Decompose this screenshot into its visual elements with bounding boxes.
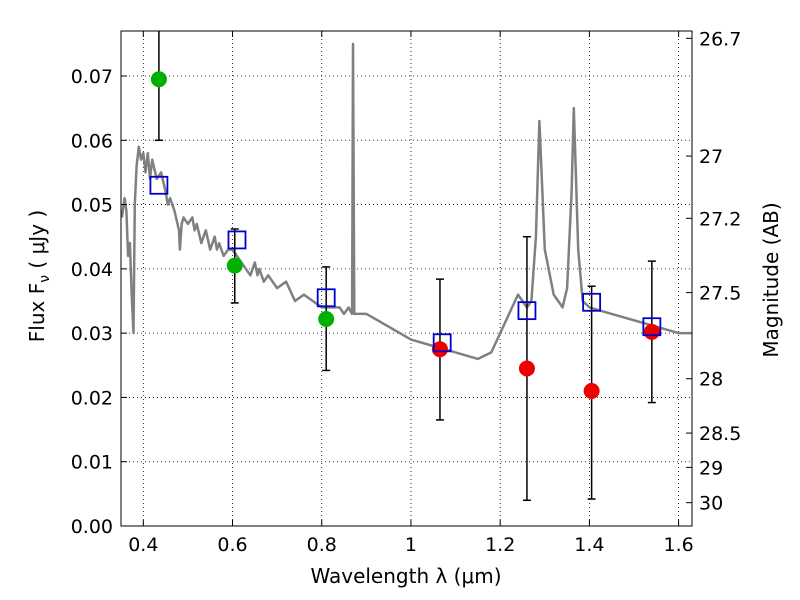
y-tick-label: 0.00 <box>71 516 113 538</box>
y-tick-label: 0.05 <box>71 195 113 217</box>
model-point <box>582 292 602 312</box>
x-tick-label: 1.4 <box>574 534 604 556</box>
data-markers <box>149 71 662 399</box>
x-tick-label: 1 <box>405 534 417 556</box>
right-tick-label: 27 <box>699 146 723 168</box>
model-point <box>316 288 336 308</box>
right-tick-label: 27.2 <box>699 208 741 230</box>
x-tick-label: 0.6 <box>217 534 247 556</box>
y-axis-label-right: Magnitude (AB) <box>759 202 783 357</box>
data-point <box>431 341 448 358</box>
right-tick-label: 28.5 <box>699 423 741 445</box>
model-point <box>149 175 169 195</box>
y-tick-label: 0.07 <box>71 66 113 88</box>
y-tick-label: 0.02 <box>71 387 113 409</box>
right-tick-label: 28 <box>699 369 723 391</box>
y-axis-label-left: Flux Fν ( μJy ) <box>25 210 53 342</box>
model-point <box>517 301 537 321</box>
data-point <box>318 311 335 327</box>
right-tick-label: 27.5 <box>699 283 741 305</box>
plot-frame <box>120 30 693 527</box>
data-point <box>643 323 660 340</box>
model-point <box>227 230 247 250</box>
x-tick-label: 1.6 <box>664 534 694 556</box>
data-point <box>583 383 600 399</box>
model-spectrum <box>120 42 692 361</box>
x-tick-label: 0.8 <box>307 534 337 556</box>
y-tick-label: 0.01 <box>71 452 113 474</box>
x-tick-label: 1.2 <box>485 534 515 556</box>
y-tick-label: 0.06 <box>71 130 113 152</box>
data-point <box>226 257 243 274</box>
model-point <box>642 317 662 337</box>
model-point <box>432 333 452 353</box>
x-axis-label: Wavelength λ (μm) <box>310 564 501 588</box>
axes: 0.4 0.6 0.8 1 1.2 1.4 1.6 0.00 0.01 0.02 0.03 0.04 0… <box>71 28 742 556</box>
data-point <box>518 360 535 377</box>
right-tick-label: 29 <box>699 457 723 479</box>
spectrum-line <box>120 42 692 361</box>
x-tick-label: 0.4 <box>128 534 158 556</box>
y-tick-label: 0.04 <box>71 259 113 281</box>
right-tick-label: 30 <box>699 493 723 515</box>
data-point <box>150 71 167 88</box>
grid-lines <box>121 31 692 527</box>
y-tick-label: 0.03 <box>71 323 113 345</box>
right-tick-label: 26.7 <box>699 28 741 50</box>
